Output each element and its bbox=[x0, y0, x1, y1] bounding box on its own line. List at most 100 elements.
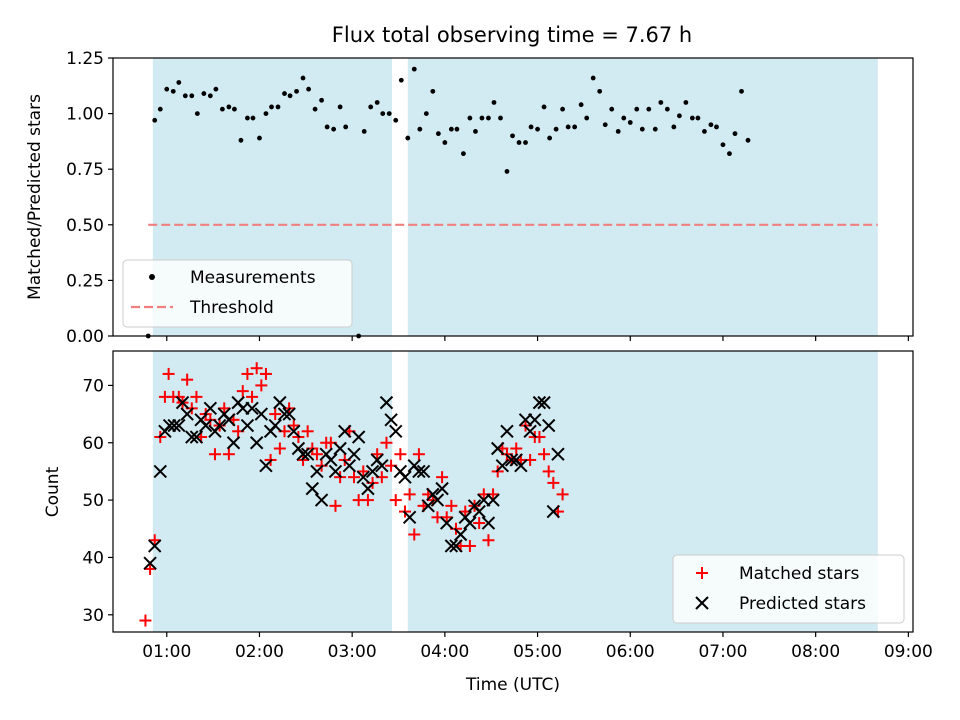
y-tick-label: 30 bbox=[82, 606, 104, 626]
measurement-point bbox=[430, 88, 436, 94]
measurement-point bbox=[380, 111, 386, 116]
matched-star-point bbox=[273, 442, 286, 455]
predicted-star-b bbox=[273, 395, 287, 410]
measurement-point bbox=[294, 88, 299, 94]
predicted-star-b bbox=[444, 539, 459, 553]
predicted-star-point bbox=[240, 418, 255, 433]
predicted-star-point bbox=[384, 413, 398, 427]
predicted-star-b bbox=[153, 464, 167, 479]
predicted-star-point bbox=[421, 499, 435, 513]
measurement-point bbox=[282, 91, 287, 96]
predicted-star-b bbox=[249, 436, 264, 450]
predicted-star-b bbox=[305, 481, 320, 496]
matched-star-point bbox=[236, 385, 249, 398]
predicted-star-point bbox=[546, 504, 561, 519]
predicted-star-point bbox=[430, 493, 445, 507]
measurement-point bbox=[479, 115, 485, 121]
measurement-point bbox=[448, 126, 454, 132]
predicted-star-b bbox=[486, 493, 500, 507]
predicted-star-b bbox=[528, 413, 542, 427]
measurement-point bbox=[207, 93, 213, 99]
measurement-point bbox=[695, 115, 701, 121]
predicted-star-point bbox=[389, 424, 403, 438]
measurement-point bbox=[189, 93, 195, 99]
predicted-star-point bbox=[172, 418, 186, 433]
predicted-star-point bbox=[486, 493, 500, 507]
predicted-star-point bbox=[495, 458, 510, 473]
matched-star-point bbox=[357, 465, 370, 478]
measurement-point bbox=[368, 104, 374, 110]
predicted-star-b bbox=[175, 395, 190, 410]
matched-star-point bbox=[394, 448, 407, 461]
top-panel-ratio: 0.00 0.25 0.50 0.75 1.00 1.25 Matched/Predict… bbox=[25, 49, 914, 347]
measurement-point bbox=[219, 106, 225, 112]
measurement-point bbox=[565, 124, 571, 130]
predicted-star-point bbox=[198, 418, 213, 433]
matched-star-point bbox=[445, 499, 458, 512]
x-tick-label: 09:00 bbox=[884, 642, 933, 662]
legend-matched-label: Matched stars bbox=[739, 564, 859, 584]
measurement-point bbox=[676, 113, 682, 119]
predicted-star-b bbox=[453, 527, 468, 542]
measurement-point bbox=[435, 131, 441, 137]
matched-star-point bbox=[310, 448, 323, 461]
predicted-star-b bbox=[342, 458, 357, 473]
measurement-point bbox=[486, 115, 491, 121]
predicted-star-b bbox=[532, 395, 547, 410]
predicted-star-point bbox=[226, 436, 241, 450]
predicted-star-point bbox=[314, 493, 329, 507]
x-tick-label: 04:00 bbox=[420, 642, 469, 662]
predicted-star-point bbox=[296, 447, 310, 461]
predicted-star-point bbox=[444, 539, 459, 553]
measurement-point bbox=[275, 104, 281, 110]
x-tick-label: 06:00 bbox=[606, 642, 655, 662]
measurement-point bbox=[226, 104, 232, 110]
predicted-star-b bbox=[440, 516, 454, 530]
matched-star-point bbox=[329, 499, 342, 512]
matched-star-point bbox=[482, 534, 495, 547]
predicted-star-b bbox=[379, 395, 394, 410]
predicted-star-point bbox=[277, 407, 292, 421]
x-tick-label: 03:00 bbox=[328, 642, 377, 662]
y-tick-label: 0.75 bbox=[66, 160, 104, 180]
predicted-star-b bbox=[277, 407, 292, 421]
matched-star-point bbox=[463, 539, 476, 552]
measurement-point bbox=[324, 124, 330, 130]
predicted-star-point bbox=[175, 395, 190, 410]
measurement-point bbox=[597, 88, 603, 94]
predicted-star-point bbox=[523, 424, 537, 438]
measurement-point bbox=[152, 117, 158, 123]
x-tick-label: 07:00 bbox=[698, 642, 747, 662]
measurement-point bbox=[560, 106, 565, 112]
predicted-star-point bbox=[259, 458, 273, 473]
measurement-point bbox=[739, 88, 744, 94]
measurement-point bbox=[287, 93, 293, 99]
measurement-point bbox=[405, 135, 411, 141]
measurement-point bbox=[727, 151, 732, 157]
predicted-star-b bbox=[296, 447, 310, 461]
matched-star-point bbox=[412, 448, 425, 461]
measurement-point bbox=[510, 133, 515, 139]
matched-star-point bbox=[287, 419, 300, 432]
measurement-point bbox=[547, 135, 553, 141]
measurement-point bbox=[732, 131, 738, 137]
measurement-point bbox=[423, 111, 429, 116]
measurement-point bbox=[213, 86, 219, 92]
predicted-star-point bbox=[338, 424, 352, 438]
predicted-star-point bbox=[282, 407, 296, 421]
predicted-star-point bbox=[449, 539, 463, 553]
bottom-x-axis-ticks: 01:00 02:00 03:00 04:00 05:00 06:00 07:00 08:00… bbox=[142, 632, 933, 662]
bottom-legend: Matched stars Predicted stars bbox=[672, 554, 905, 624]
predicted-star-point bbox=[361, 481, 375, 496]
predicted-star-b bbox=[268, 418, 282, 433]
measurement-point bbox=[331, 126, 337, 132]
predicted-star-point bbox=[328, 464, 343, 479]
measurement-point bbox=[467, 115, 473, 121]
predicted-star-b bbox=[185, 430, 199, 444]
measurement-point bbox=[541, 104, 547, 110]
predicted-star-b bbox=[314, 493, 329, 507]
matched-star-point bbox=[473, 517, 486, 530]
matched-star-point bbox=[361, 494, 374, 507]
predicted-star-b bbox=[203, 401, 218, 416]
measurement-point bbox=[702, 128, 707, 134]
